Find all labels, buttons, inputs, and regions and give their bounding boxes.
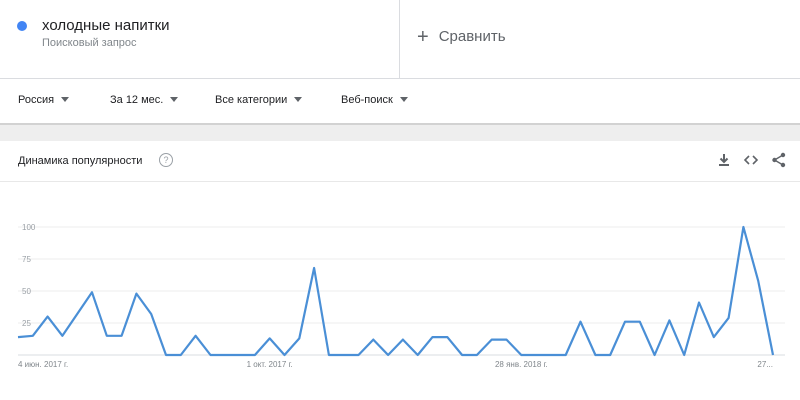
search-term-type: Поисковый запрос — [42, 37, 137, 49]
share-icon[interactable] — [770, 151, 788, 169]
chevron-down-icon — [294, 96, 303, 102]
section-divider — [0, 123, 800, 141]
term-color-dot — [17, 21, 27, 31]
chart-y-ticks: 25 50 75 100 — [22, 223, 36, 328]
interest-over-time-card: Динамика популярности ? 25 50 75 100 4 июн.… — [0, 141, 800, 400]
embed-code-icon[interactable] — [742, 151, 760, 169]
search-type-filter[interactable]: Веб-поиск — [341, 94, 408, 106]
card-header: Динамика популярности ? — [0, 141, 800, 182]
chart-x-tick-label: 28 янв. 2018 г. — [495, 360, 548, 369]
region-filter[interactable]: Россия — [18, 94, 70, 106]
chart-x-tick-label: 4 июн. 2017 г. — [18, 360, 68, 369]
filters-bar: Россия За 12 мес. Все категории Веб-поис… — [0, 79, 800, 123]
category-filter[interactable]: Все категории — [215, 94, 303, 106]
search-terms-bar: холодные напитки Поисковый запрос + Сравн… — [0, 0, 800, 79]
chart-y-tick-label: 25 — [22, 319, 31, 328]
compare-label: Сравнить — [438, 28, 506, 45]
chevron-down-icon — [170, 96, 179, 102]
search-term-name[interactable]: холодные напитки — [42, 17, 170, 34]
chevron-down-icon — [61, 96, 70, 102]
chart-series-path — [17, 225, 775, 357]
chart-x-ticks: 4 июн. 2017 г. 1 окт. 2017 г. 28 янв. 2018… — [18, 360, 773, 369]
interest-line-chart: 25 50 75 100 4 июн. 2017 г. 1 окт. 2017 г. 28… — [17, 223, 785, 369]
plus-icon: + — [417, 26, 429, 48]
compare-button[interactable]: + Сравнить — [417, 24, 506, 48]
chart-y-tick-label: 50 — [22, 287, 31, 296]
search-term-card[interactable]: холодные напитки Поисковый запрос — [0, 0, 400, 78]
chart-x-tick-label: 1 окт. 2017 г. — [247, 360, 293, 369]
chart-points — [17, 226, 774, 356]
period-filter-label: За 12 мес. — [110, 94, 164, 106]
period-filter[interactable]: За 12 мес. — [110, 94, 179, 106]
card-title: Динамика популярности — [18, 155, 143, 167]
chart-gridlines — [18, 226, 785, 356]
download-icon[interactable] — [715, 151, 733, 169]
chevron-down-icon — [399, 96, 408, 102]
help-icon[interactable]: ? — [159, 153, 173, 167]
chart-series-line — [17, 225, 775, 357]
category-filter-label: Все категории — [215, 94, 288, 106]
chart-y-tick-label: 75 — [22, 255, 31, 264]
region-filter-label: Россия — [18, 94, 55, 106]
chart-x-tick-label: 27... — [757, 360, 773, 369]
search-type-filter-label: Веб-поиск — [341, 94, 393, 106]
chart-y-tick-label: 100 — [22, 223, 36, 232]
